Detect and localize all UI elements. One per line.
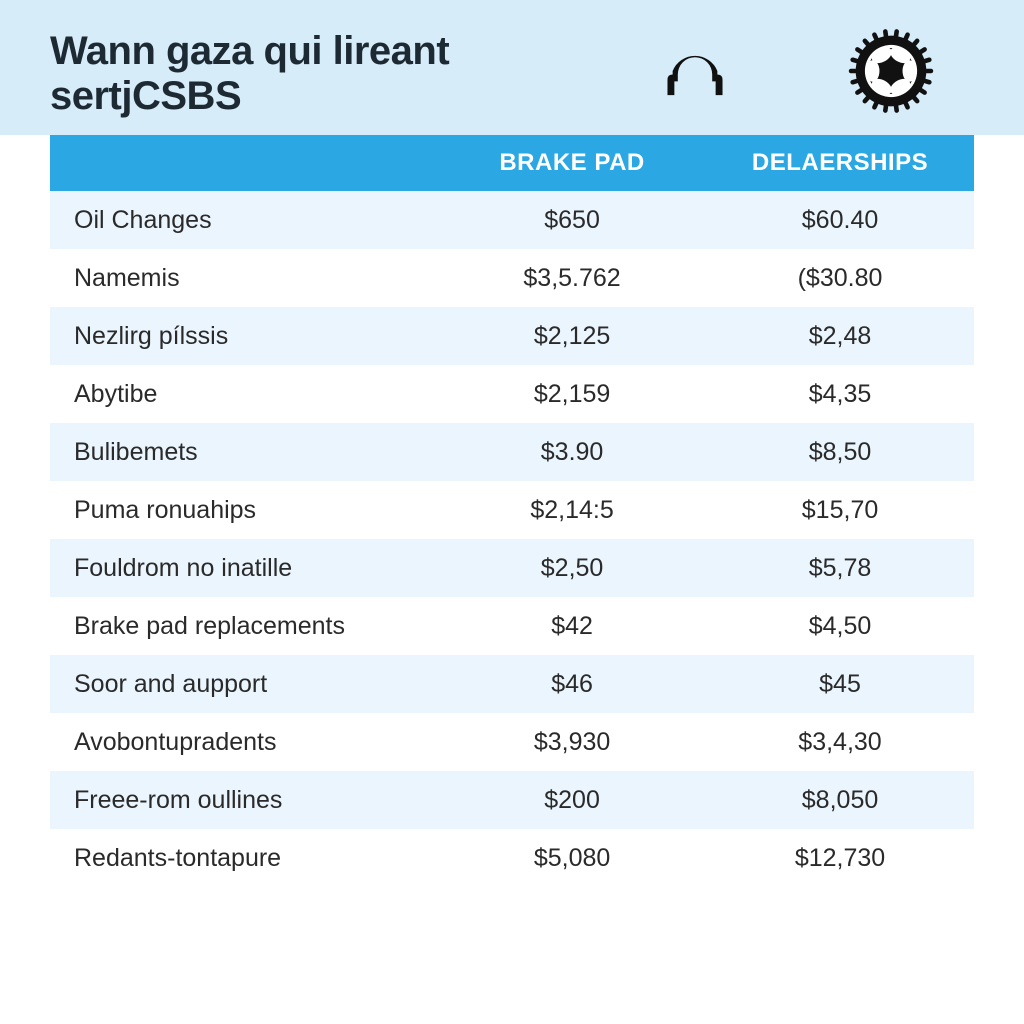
- title-line-2: sertjCSBS: [50, 74, 241, 118]
- table-body: Oil Changes$650$60.40Namemis$3,5.762($30…: [50, 191, 974, 887]
- header-icons: [652, 28, 974, 119]
- table-row: Oil Changes$650$60.40: [50, 191, 974, 249]
- col-header-service: [50, 135, 438, 191]
- service-name-cell: Namemis: [50, 249, 438, 307]
- brake-pad-cell: $200: [438, 771, 706, 829]
- table-row: Soor and aupport$46$45: [50, 655, 974, 713]
- brake-pad-cell: $2,159: [438, 365, 706, 423]
- col-header-dealerships: DELAERSHIPS: [706, 135, 974, 191]
- title-line-1: Wann gaza qui lireant: [50, 29, 449, 73]
- dealerships-cell: $4,35: [706, 365, 974, 423]
- dealerships-cell: $2,48: [706, 307, 974, 365]
- col-header-brake-pad: BRAKE PAD: [438, 135, 706, 191]
- dealerships-cell: $8,50: [706, 423, 974, 481]
- service-name-cell: Soor and aupport: [50, 655, 438, 713]
- header: Wann gaza qui lireant sertjCSBS: [0, 0, 1024, 135]
- page-title: Wann gaza qui lireant sertjCSBS: [50, 29, 652, 119]
- table-row: Fouldrom no inatille$2,50$5,78: [50, 539, 974, 597]
- service-name-cell: Brake pad replacements: [50, 597, 438, 655]
- table-head-row: BRAKE PAD DELAERSHIPS: [50, 135, 974, 191]
- page: Wann gaza qui lireant sertjCSBS BRAKE PA…: [0, 0, 1024, 1024]
- brake-pad-cell: $3,930: [438, 713, 706, 771]
- dealerships-cell: ($30.80: [706, 249, 974, 307]
- brake-pad-cell: $5,080: [438, 829, 706, 887]
- table-row: Abytibe$2,159$4,35: [50, 365, 974, 423]
- brake-pad-cell: $2,50: [438, 539, 706, 597]
- brake-pad-cell: $46: [438, 655, 706, 713]
- service-name-cell: Redants-tontapure: [50, 829, 438, 887]
- service-name-cell: Bulibemets: [50, 423, 438, 481]
- brake-pad-cell: $3.90: [438, 423, 706, 481]
- brake-pad-cell: $2,125: [438, 307, 706, 365]
- dealerships-cell: $45: [706, 655, 974, 713]
- table-row: Puma ronuahips$2,14:5$15,70: [50, 481, 974, 539]
- brake-pad-icon: [652, 28, 738, 119]
- dealerships-cell: $12,730: [706, 829, 974, 887]
- service-name-cell: Avobontupradents: [50, 713, 438, 771]
- table-row: Freee-rom oullines$200$8,050: [50, 771, 974, 829]
- dealerships-cell: $4,50: [706, 597, 974, 655]
- comparison-table-wrap: BRAKE PAD DELAERSHIPS Oil Changes$650$60…: [0, 135, 1024, 887]
- brake-pad-cell: $3,5.762: [438, 249, 706, 307]
- dealerships-cell: $8,050: [706, 771, 974, 829]
- table-row: Brake pad replacements$42$4,50: [50, 597, 974, 655]
- service-name-cell: Nezlirg pílssis: [50, 307, 438, 365]
- tire-icon: [848, 28, 934, 119]
- table-row: Nezlirg pílssis$2,125$2,48: [50, 307, 974, 365]
- dealerships-cell: $3,4,30: [706, 713, 974, 771]
- comparison-table: BRAKE PAD DELAERSHIPS Oil Changes$650$60…: [50, 135, 974, 887]
- table-row: Redants-tontapure$5,080$12,730: [50, 829, 974, 887]
- service-name-cell: Puma ronuahips: [50, 481, 438, 539]
- table-row: Bulibemets$3.90$8,50: [50, 423, 974, 481]
- brake-pad-cell: $42: [438, 597, 706, 655]
- table-row: Avobontupradents$3,930$3,4,30: [50, 713, 974, 771]
- service-name-cell: Oil Changes: [50, 191, 438, 249]
- table-row: Namemis$3,5.762($30.80: [50, 249, 974, 307]
- dealerships-cell: $60.40: [706, 191, 974, 249]
- dealerships-cell: $5,78: [706, 539, 974, 597]
- service-name-cell: Fouldrom no inatille: [50, 539, 438, 597]
- service-name-cell: Freee-rom oullines: [50, 771, 438, 829]
- table-head: BRAKE PAD DELAERSHIPS: [50, 135, 974, 191]
- dealerships-cell: $15,70: [706, 481, 974, 539]
- brake-pad-cell: $2,14:5: [438, 481, 706, 539]
- brake-pad-cell: $650: [438, 191, 706, 249]
- service-name-cell: Abytibe: [50, 365, 438, 423]
- title-wrap: Wann gaza qui lireant sertjCSBS: [50, 29, 652, 119]
